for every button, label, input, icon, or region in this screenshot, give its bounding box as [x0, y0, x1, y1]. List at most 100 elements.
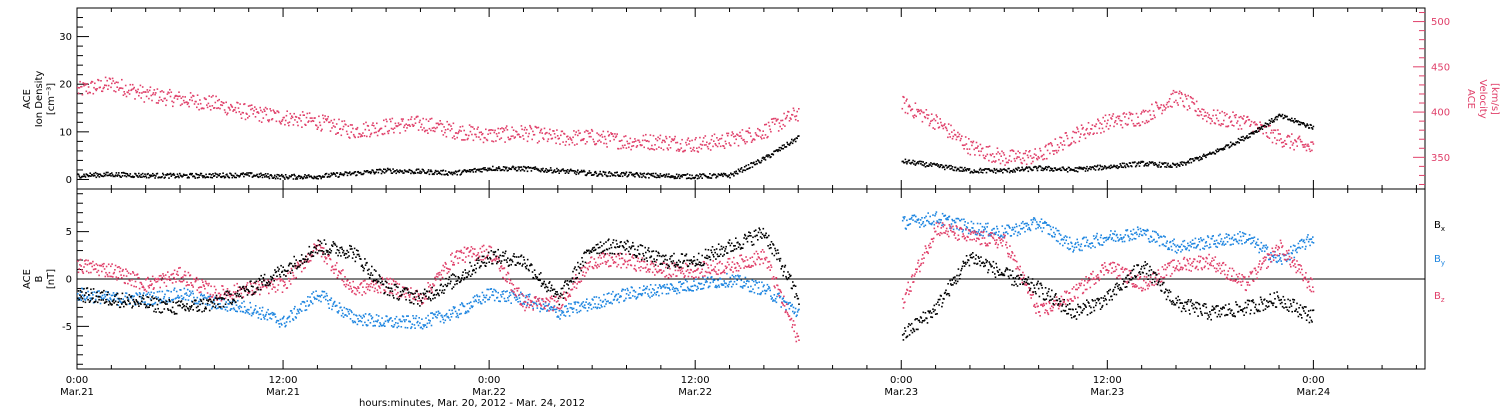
data-point [1263, 250, 1266, 253]
data-point [546, 309, 549, 311]
data-point [79, 291, 82, 293]
data-point [1051, 144, 1053, 147]
data-point [373, 320, 375, 323]
data-point [170, 175, 173, 177]
data-point [341, 120, 343, 123]
data-point [173, 287, 176, 290]
data-point [1258, 126, 1261, 129]
data-point [610, 301, 612, 304]
data-point [580, 303, 583, 306]
data-point [938, 166, 941, 169]
data-point [216, 99, 219, 102]
data-point [934, 213, 937, 215]
data-point [331, 127, 333, 129]
data-point [1070, 241, 1072, 244]
data-point [495, 168, 497, 171]
data-point [913, 114, 916, 116]
data-point [644, 139, 646, 141]
data-point [419, 170, 421, 173]
data-point [626, 140, 628, 143]
data-point [716, 285, 719, 288]
data-point [1022, 168, 1024, 171]
data-point [1116, 236, 1119, 239]
data-point [342, 316, 345, 318]
data-point [524, 296, 527, 299]
data-point [310, 301, 313, 303]
data-point [774, 117, 777, 120]
data-point [658, 137, 661, 140]
data-point [1062, 166, 1064, 168]
data-point [1053, 153, 1055, 155]
data-point [194, 177, 197, 179]
data-point [400, 326, 403, 328]
data-point [1032, 169, 1034, 171]
data-point [1147, 110, 1149, 113]
data-point [544, 301, 547, 304]
data-point [84, 263, 87, 265]
data-point [281, 173, 283, 176]
data-point [193, 175, 196, 178]
data-point [433, 126, 435, 129]
data-point [1296, 247, 1299, 249]
data-point [1102, 237, 1105, 240]
data-point [692, 146, 695, 149]
data-point [674, 175, 676, 178]
data-point [226, 288, 229, 290]
data-point [118, 172, 120, 174]
data-point [1137, 162, 1139, 165]
data-point [581, 305, 584, 308]
data-point [488, 298, 490, 301]
data-point [331, 308, 333, 311]
data-point [225, 101, 227, 104]
data-point [504, 141, 506, 143]
data-point [677, 289, 679, 292]
data-point [94, 298, 97, 301]
data-point [457, 132, 459, 135]
data-point [1112, 232, 1114, 235]
data-point [480, 131, 482, 133]
data-point [342, 128, 344, 131]
data-point [316, 298, 318, 300]
data-point [278, 326, 281, 328]
data-point [620, 147, 622, 150]
data-point [357, 320, 360, 323]
data-point [628, 297, 631, 299]
data-point [915, 221, 918, 223]
data-point [1291, 133, 1293, 135]
data-point [469, 130, 472, 133]
data-point [315, 290, 317, 292]
data-point [85, 259, 87, 261]
data-point [328, 121, 331, 123]
data-point [369, 172, 372, 175]
data-point [1218, 242, 1221, 245]
data-point [238, 176, 241, 178]
data-point [614, 294, 617, 297]
data-point [1146, 228, 1149, 231]
data-point [474, 299, 477, 301]
data-point [465, 310, 467, 313]
data-point [217, 307, 219, 309]
data-point [468, 124, 471, 126]
data-point [1079, 167, 1081, 170]
data-point [757, 135, 760, 137]
data-point [257, 317, 260, 319]
data-point [252, 175, 254, 178]
data-point [1265, 244, 1267, 246]
data-point [745, 130, 747, 133]
data-point [187, 102, 190, 104]
data-point [1126, 229, 1129, 231]
data-point [579, 132, 581, 134]
data-point [369, 171, 371, 173]
data-point [478, 136, 480, 138]
data-point [755, 133, 758, 136]
data-point [104, 76, 107, 79]
data-point [580, 169, 583, 172]
data-point [1045, 222, 1048, 224]
data-point [787, 143, 789, 146]
data-point [1156, 240, 1158, 243]
data-point [945, 218, 948, 221]
data-point [572, 136, 574, 139]
data-point [616, 133, 618, 135]
data-point [491, 140, 493, 142]
data-point [1287, 134, 1289, 137]
